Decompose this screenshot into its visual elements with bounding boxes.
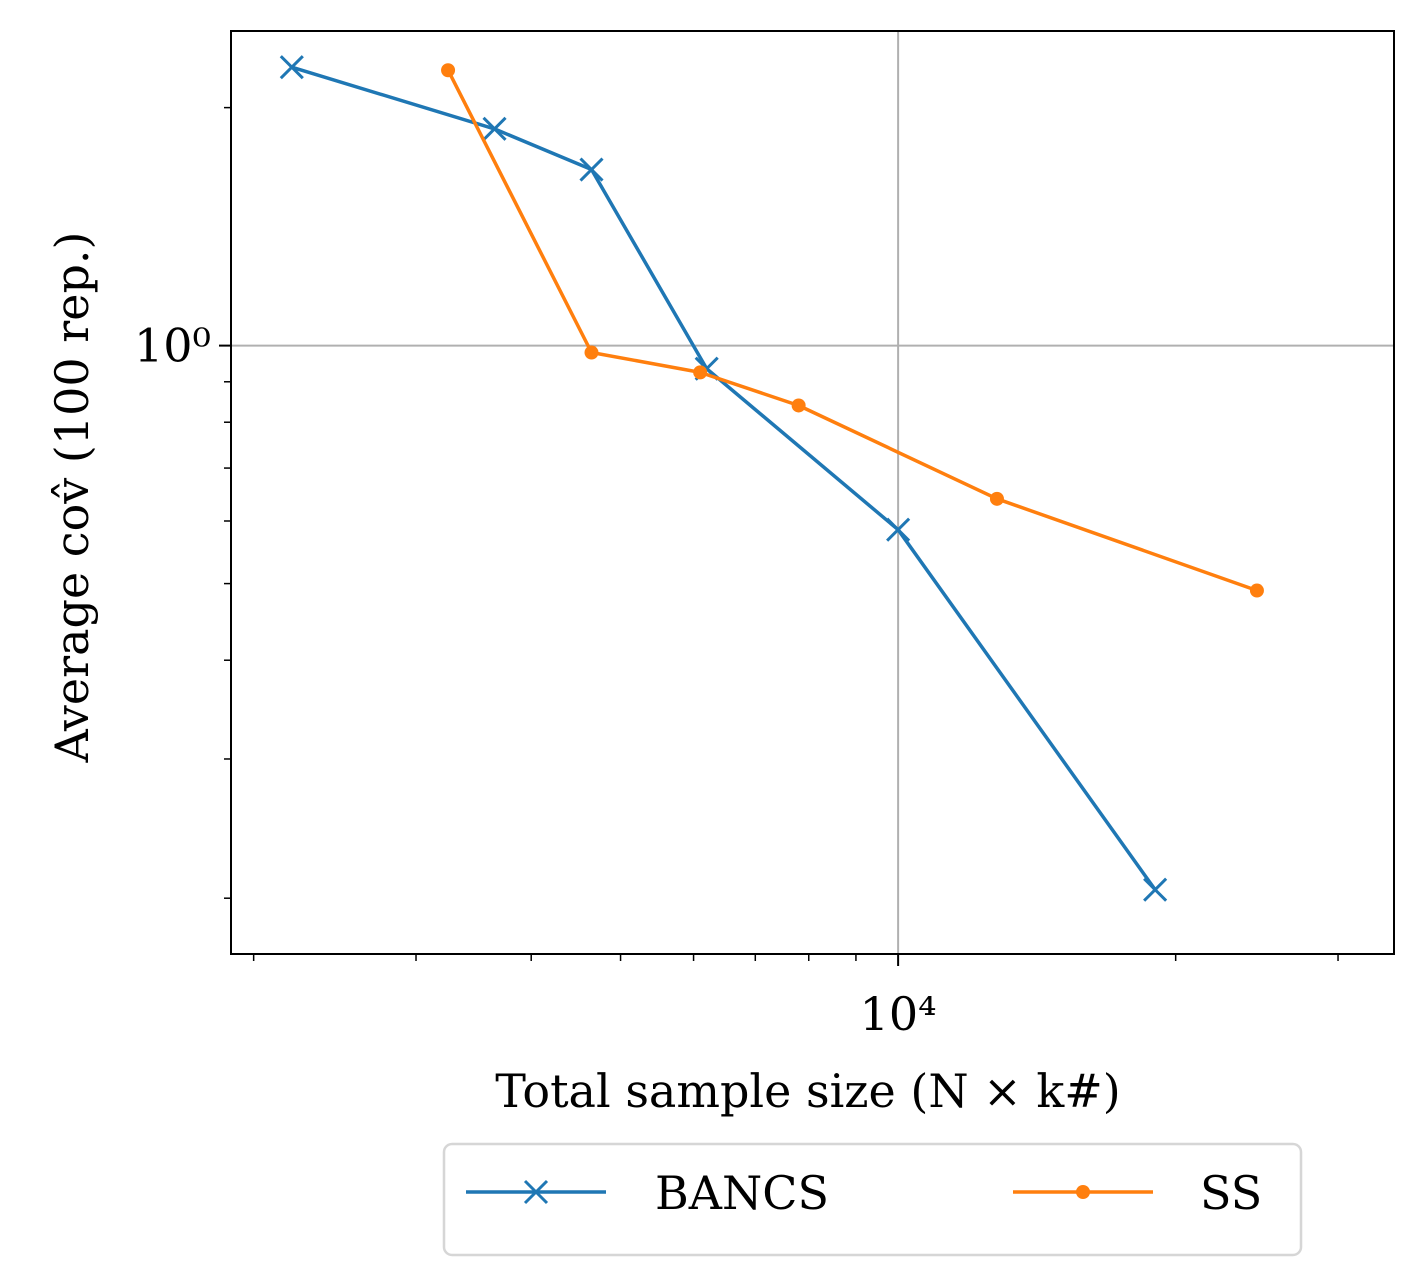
series-ss (441, 63, 1264, 598)
legend-label-bancs: BANCS (655, 1166, 829, 1220)
data-point-bancs (1143, 877, 1168, 902)
data-point-ss (1249, 583, 1264, 598)
series-line-bancs (291, 65, 1157, 891)
y-tick-label: 10⁰ (134, 319, 211, 373)
y-axis-label: Average cov̂ (100 rep.) (45, 232, 99, 764)
data-point-bancs (886, 517, 911, 542)
legend-label-ss: SS (1200, 1166, 1262, 1220)
data-point-bancs (482, 116, 507, 141)
data-point-ss (989, 491, 1004, 506)
legend-marker-ss (1076, 1185, 1090, 1199)
data-point-ss (693, 365, 708, 380)
data-point-bancs (279, 55, 304, 80)
legend-marker-bancs (523, 1179, 549, 1205)
series-bancs (279, 55, 1168, 902)
plot-frame (230, 30, 1395, 955)
data-point-bancs (579, 157, 604, 182)
x-tick-label: 10⁴ (860, 987, 937, 1041)
data-point-ss (791, 398, 806, 413)
data-point-ss (441, 63, 456, 78)
series-line-ss (446, 69, 1258, 593)
legend-box (442, 1142, 1303, 1257)
legend: BANCS SS (442, 1142, 1303, 1257)
major-ticks: 10⁴ 10⁰ (134, 319, 937, 1041)
grid-lines (231, 31, 1394, 954)
x-axis-label: Total sample size (N × k#) (495, 1064, 1120, 1118)
series-layer (279, 55, 1264, 902)
minor-ticks (224, 106, 1339, 961)
data-point-ss (584, 345, 599, 360)
